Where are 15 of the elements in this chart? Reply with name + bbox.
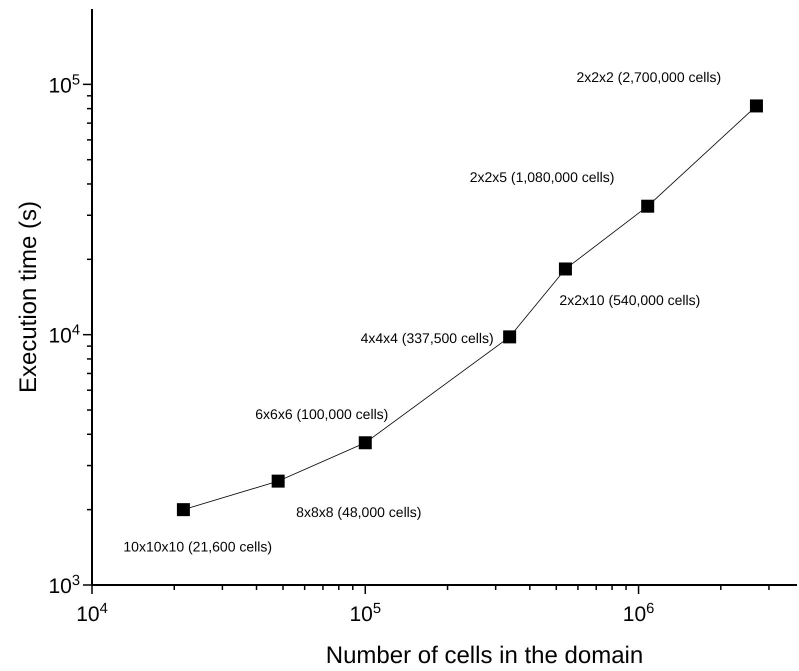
y-tick-label: 10$^{5}$	[48, 72, 80, 98]
annotation: 2x2x2 (2,700,000 cells)	[576, 68, 722, 85]
annotation: 8x8x8 (48,000 cells)	[296, 504, 422, 520]
x-tick-label: 10$^{4}$	[76, 601, 108, 626]
annotation: 4x4x4 (337,500 cells)	[360, 330, 494, 346]
y-tick-label: 10$^{4}$	[48, 322, 80, 348]
x-tick-label: 10$^{6}$	[622, 601, 654, 626]
annotation: 2x2x5 (1,080,000 cells)	[470, 169, 614, 186]
annotation: 2x2x10 (540,000 cells)	[559, 292, 700, 308]
annotation: 10x10x10 (21,600 cells)	[123, 538, 272, 555]
y-axis-title: Execution time (s)	[15, 200, 42, 394]
annotation: 6x6x6 (100,000 cells)	[255, 406, 388, 422]
x-axis-title: Number of cells in the domain	[326, 642, 644, 669]
x-tick-label: 10$^{5}$	[350, 601, 382, 626]
y-tick-label: 10$^{3}$	[48, 573, 80, 598]
